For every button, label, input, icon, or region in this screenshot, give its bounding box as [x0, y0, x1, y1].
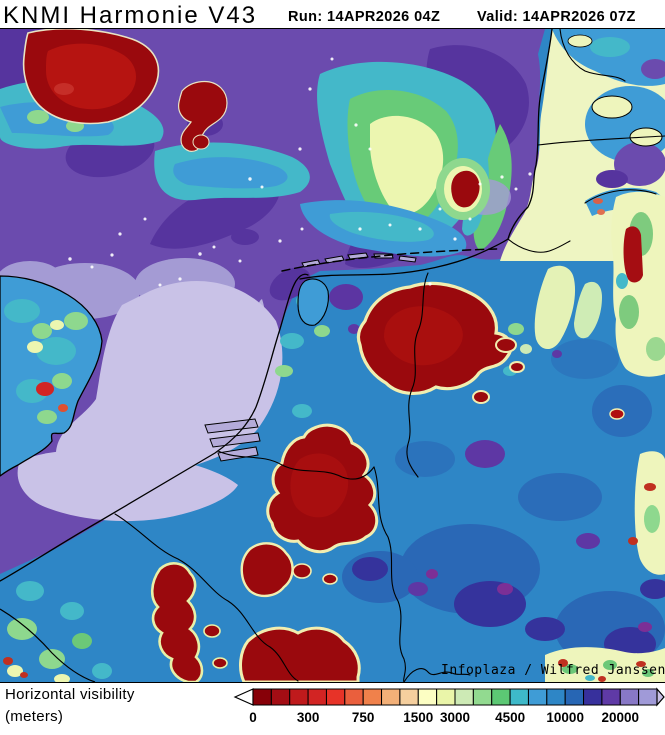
colorbar-cell [289, 688, 309, 706]
colorbar-cell [491, 688, 511, 706]
colorbar-cell [509, 688, 529, 706]
coastlines-borders [0, 29, 665, 682]
legend-title-line1: Horizontal visibility [5, 686, 135, 703]
colorbar-cell [564, 688, 585, 706]
colorbar-cell [454, 688, 474, 706]
colorbar-cell [362, 688, 383, 706]
colorbar-cell [252, 688, 272, 706]
colorbar-cell [417, 688, 438, 706]
colorbar-cell [399, 688, 419, 706]
colorbar-cell [527, 688, 548, 706]
colorbar-cell [270, 688, 291, 706]
colorbar-cell [436, 688, 456, 706]
visibility-colorbar: 0 300 750 1500 3000 4500 10000 20000 [233, 687, 665, 725]
colorbar-cell [307, 688, 327, 706]
colorbar-tick-label: 4500 [495, 710, 525, 725]
colorbar-tick-label: 20000 [601, 710, 639, 725]
map-canvas [0, 29, 665, 682]
valid-time-label: Valid: 14APR2026 07Z [477, 9, 636, 25]
colorbar-tick-label: 300 [297, 710, 320, 725]
colorbar-tick-label: 1500 [403, 710, 433, 725]
colorbar-cell [619, 688, 640, 706]
fog-red-blobs [22, 29, 656, 682]
visibility-map: Infoplaza / Wilfred Janssen [0, 28, 665, 683]
colorbar-right-arrow [656, 687, 665, 707]
colorbar-cell [472, 688, 493, 706]
header-bar: KNMI Harmonie V43 Run: 14APR2026 04Z Val… [0, 0, 665, 29]
lakes-islands [204, 252, 417, 462]
run-time-label: Run: 14APR2026 04Z [288, 9, 441, 25]
legend-title-line2: (meters) [5, 708, 64, 725]
colorbar-cell [638, 688, 658, 706]
legend-bar: Horizontal visibility (meters) 0 300 750 15… [0, 683, 665, 735]
colorbar-cell [325, 688, 346, 706]
colorbar-cell [601, 688, 621, 706]
colorbar-cell [344, 688, 364, 706]
colorbar-cell [583, 688, 603, 706]
colorbar-left-arrow [233, 688, 254, 706]
colorbar-cell [381, 688, 401, 706]
colorbar-tick-label: 750 [352, 710, 375, 725]
white-speckles [68, 57, 532, 287]
england [0, 275, 103, 477]
colorbar-cell [546, 688, 566, 706]
colorbar-tick-label: 10000 [546, 710, 584, 725]
france-land-speckles [0, 581, 112, 682]
attribution-text: Infoplaza / Wilfred Janssen [441, 663, 665, 678]
colorbar-tick-label: 3000 [440, 710, 470, 725]
model-title: KNMI Harmonie V43 [3, 2, 258, 29]
colorbar-tick-label: 0 [249, 710, 257, 725]
